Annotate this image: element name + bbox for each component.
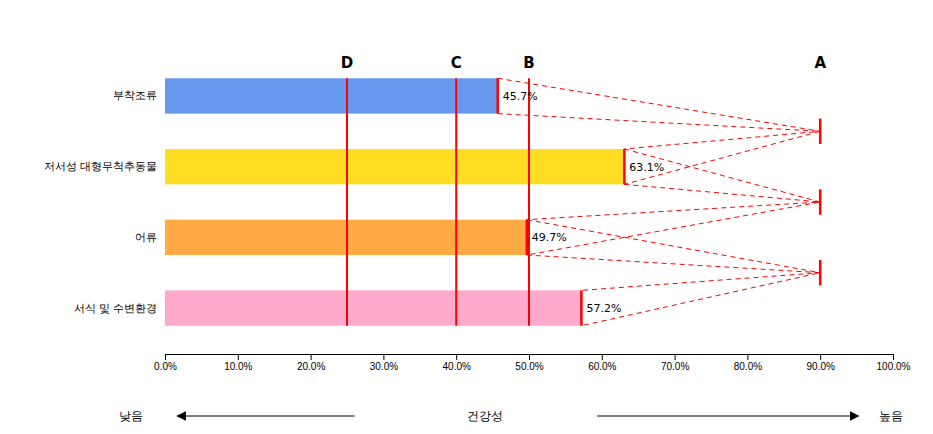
x-axis: 0.0% 10.0% 20.0% 30.0% 40.0% 50.0% 60.0% 70.0% 8… bbox=[154, 354, 910, 372]
x-tick: 60.0% bbox=[588, 354, 616, 372]
x-tick: 30.0% bbox=[370, 354, 398, 372]
x-tick-mark bbox=[675, 354, 676, 360]
x-tick-mark bbox=[747, 354, 748, 360]
y-tick: 부착조류 bbox=[113, 89, 165, 101]
arrow-left bbox=[177, 415, 354, 416]
polygon-bottom-edge bbox=[498, 114, 821, 185]
bottom-label: 낮음 bbox=[119, 409, 143, 423]
y-axis: 부착조류저서성 대형무척추동물어류서식 및 수변환경 bbox=[44, 89, 165, 313]
y-tick: 어류 bbox=[135, 231, 165, 243]
x-tick-label: 70.0% bbox=[661, 361, 689, 372]
grade-label: D bbox=[341, 54, 353, 72]
x-tick-mark bbox=[311, 354, 312, 360]
x-tick: 90.0% bbox=[807, 354, 835, 372]
y-tick-label: 부착조류 bbox=[113, 89, 157, 101]
x-tick-mark bbox=[893, 354, 894, 360]
x-axis-line bbox=[166, 355, 894, 361]
y-tick-label: 서식 및 수변환경 bbox=[74, 302, 157, 314]
x-tick-label: 40.0% bbox=[443, 361, 471, 372]
x-tick-mark bbox=[456, 354, 457, 360]
value-tick bbox=[623, 149, 626, 184]
x-tick-mark bbox=[238, 354, 239, 360]
y-tick: 서식 및 수변환경 bbox=[74, 302, 165, 314]
value-tick bbox=[526, 220, 529, 255]
x-tick: 100.0% bbox=[877, 354, 911, 372]
x-tick-label: 50.0% bbox=[515, 361, 543, 372]
data-label: 63.1% bbox=[629, 161, 664, 174]
grade-label: B bbox=[523, 54, 534, 72]
x-tick-mark bbox=[602, 354, 603, 360]
x-tick: 40.0% bbox=[443, 354, 471, 372]
x-tick-label: 0.0% bbox=[154, 361, 177, 372]
chart-root: 0.0% 10.0% 20.0% 30.0% 40.0% 50.0% 60.0% 70.0% 8… bbox=[0, 0, 933, 434]
x-tick: 80.0% bbox=[734, 354, 762, 372]
x-tick-mark bbox=[529, 354, 530, 360]
x-tick-label: 30.0% bbox=[370, 361, 398, 372]
x-tick-label: 20.0% bbox=[297, 361, 325, 372]
bar bbox=[165, 290, 581, 325]
value-tick bbox=[580, 290, 583, 325]
y-tick: 저서성 대형무척추동물 bbox=[44, 160, 165, 172]
polygon-top-edge bbox=[498, 78, 821, 149]
vertex-tick bbox=[819, 189, 822, 214]
x-tick-label: 60.0% bbox=[588, 361, 616, 372]
y-tick-label: 어류 bbox=[135, 231, 157, 243]
x-tick: 20.0% bbox=[297, 354, 325, 372]
value-tick bbox=[496, 78, 499, 113]
x-tick: 0.0% bbox=[154, 354, 177, 372]
x-tick: 70.0% bbox=[661, 354, 689, 372]
bar bbox=[165, 149, 624, 184]
x-tick-label: 90.0% bbox=[807, 361, 835, 372]
x-tick-label: 100.0% bbox=[877, 361, 911, 372]
polygon-bottom-edge bbox=[527, 184, 820, 255]
arrow-right bbox=[597, 415, 858, 416]
polygon-bottom-edge bbox=[527, 255, 820, 326]
x-tick-mark bbox=[820, 354, 821, 360]
grade-label: A bbox=[814, 54, 826, 72]
polygon-top-edge bbox=[527, 220, 820, 291]
grade-line bbox=[455, 78, 457, 325]
bar bbox=[165, 78, 498, 113]
x-tick: 10.0% bbox=[224, 354, 252, 372]
bottom-label: 높음 bbox=[879, 409, 903, 423]
bottom-label: 건강성 bbox=[467, 409, 503, 423]
y-tick-label: 저서성 대형무척추동물 bbox=[44, 160, 157, 172]
labels: 45.7% 63.1% 49.7% 57.2% D C B A 낮음 건강성 높음 bbox=[119, 54, 903, 423]
vertex-tick bbox=[819, 119, 822, 144]
x-tick-label: 10.0% bbox=[224, 361, 252, 372]
polygon-top-edge bbox=[527, 149, 820, 220]
x-tick-label: 80.0% bbox=[734, 361, 762, 372]
vertex-tick bbox=[819, 260, 822, 285]
data-label: 49.7% bbox=[532, 231, 567, 244]
data-label: 45.7% bbox=[503, 90, 538, 103]
grade-label: C bbox=[451, 54, 462, 72]
x-tick-mark bbox=[383, 354, 384, 360]
bar bbox=[165, 220, 527, 255]
x-tick-mark bbox=[165, 354, 166, 360]
plot-area bbox=[165, 78, 820, 325]
x-tick: 50.0% bbox=[515, 354, 543, 372]
data-label: 57.2% bbox=[586, 302, 621, 315]
grade-line bbox=[346, 78, 348, 325]
